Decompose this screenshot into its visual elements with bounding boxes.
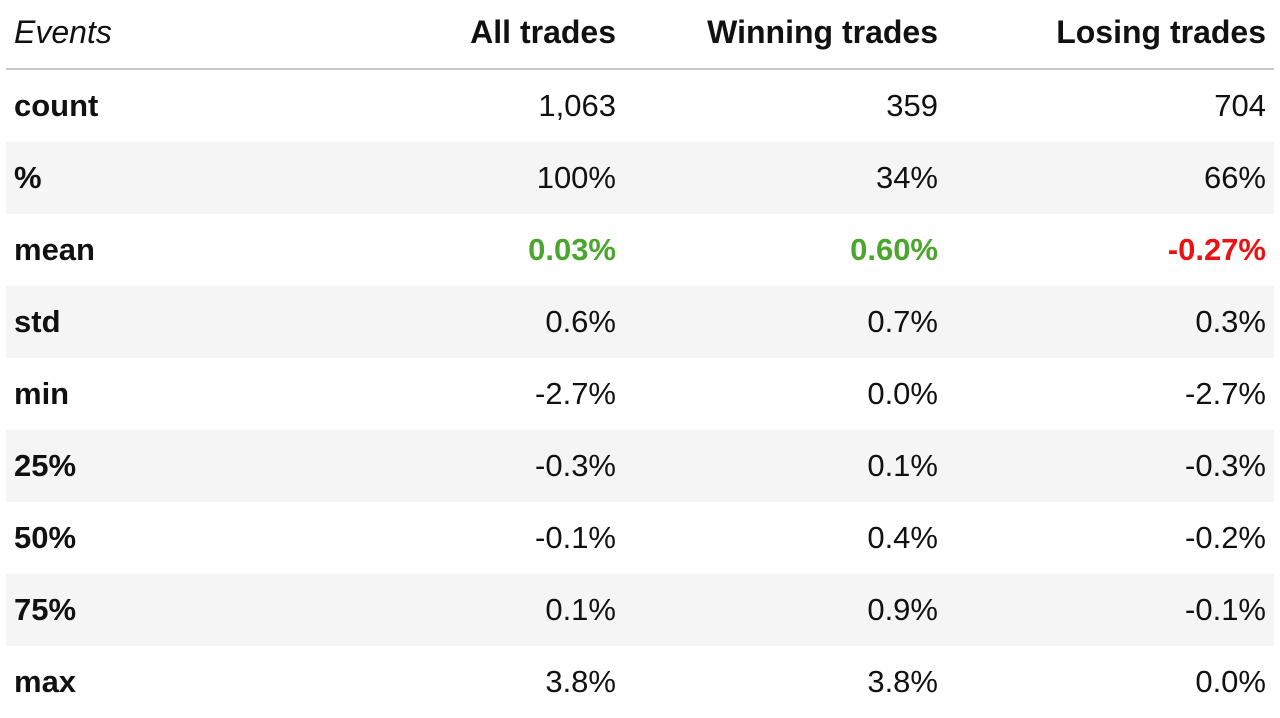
table-row: min -2.7% 0.0% -2.7%	[6, 358, 1274, 430]
row-label: 75%	[6, 574, 306, 646]
cell-winning-trades: 0.4%	[867, 520, 938, 555]
cell-losing-trades: -0.1%	[946, 574, 1274, 646]
cell-winning-trades: 34%	[624, 142, 946, 214]
cell-losing-trades: -0.2%	[1185, 520, 1266, 555]
cell-losing-trades: 0.3%	[946, 286, 1274, 358]
header-all-trades: All trades	[306, 0, 624, 70]
cell-winning-trades: 0.7%	[624, 286, 946, 358]
row-label: count	[14, 88, 99, 123]
table-row: std 0.6% 0.7% 0.3%	[6, 286, 1274, 358]
header-losing-trades: Losing trades	[946, 0, 1274, 70]
row-label: std	[6, 286, 306, 358]
row-label: 25%	[6, 430, 306, 502]
cell-all-trades: -2.7%	[535, 376, 616, 411]
header-events: Events	[6, 0, 306, 70]
table-row: 25% -0.3% 0.1% -0.3%	[6, 430, 1274, 502]
table-row: max 3.8% 3.8% 0.0%	[6, 646, 1274, 718]
table-body: count 1,063 359 704% 100% 34% 66% mean 0.03% 0.60…	[6, 69, 1274, 718]
cell-all-trades: 0.6%	[306, 286, 624, 358]
cell-all-trades: -0.1%	[535, 520, 616, 555]
cell-winning-trades: 0.0%	[867, 376, 938, 411]
table-row: mean 0.03% 0.60% -0.27%	[6, 214, 1274, 286]
row-label: mean	[14, 232, 95, 267]
row-label: 50%	[14, 520, 77, 555]
table-header: Events All trades Winning trades Losing …	[6, 0, 1274, 70]
cell-winning-trades: 3.8%	[867, 664, 938, 699]
cell-all-trades: 0.1%	[306, 574, 624, 646]
row-label: min	[14, 376, 70, 411]
header-row: Events All trades Winning trades Losing …	[6, 0, 1274, 70]
header-winning-trades: Winning trades	[624, 0, 946, 70]
cell-all-trades: 3.8%	[545, 664, 616, 699]
cell-all-trades: -0.3%	[306, 430, 624, 502]
cell-all-trades: 1,063	[538, 88, 616, 123]
cell-losing-trades: -0.27%	[1167, 232, 1266, 267]
cell-losing-trades: 66%	[946, 142, 1274, 214]
table-row: 50% -0.1% 0.4% -0.2%	[6, 502, 1274, 574]
cell-winning-trades: 0.9%	[624, 574, 946, 646]
cell-losing-trades: -0.3%	[946, 430, 1274, 502]
table-row: count 1,063 359 704	[6, 69, 1274, 142]
row-label: %	[6, 142, 306, 214]
cell-all-trades: 100%	[306, 142, 624, 214]
row-label: max	[14, 664, 77, 699]
cell-losing-trades: 704	[1214, 88, 1266, 123]
cell-losing-trades: 0.0%	[1195, 664, 1266, 699]
cell-winning-trades: 0.1%	[624, 430, 946, 502]
cell-winning-trades: 359	[886, 88, 938, 123]
cell-losing-trades: -2.7%	[1185, 376, 1266, 411]
table-row: 75% 0.1% 0.9% -0.1%	[6, 574, 1274, 646]
table-row: % 100% 34% 66%	[6, 142, 1274, 214]
cell-all-trades: 0.03%	[528, 232, 616, 267]
trade-stats-table: Events All trades Winning trades Losing …	[6, 0, 1274, 718]
cell-winning-trades: 0.60%	[850, 232, 938, 267]
